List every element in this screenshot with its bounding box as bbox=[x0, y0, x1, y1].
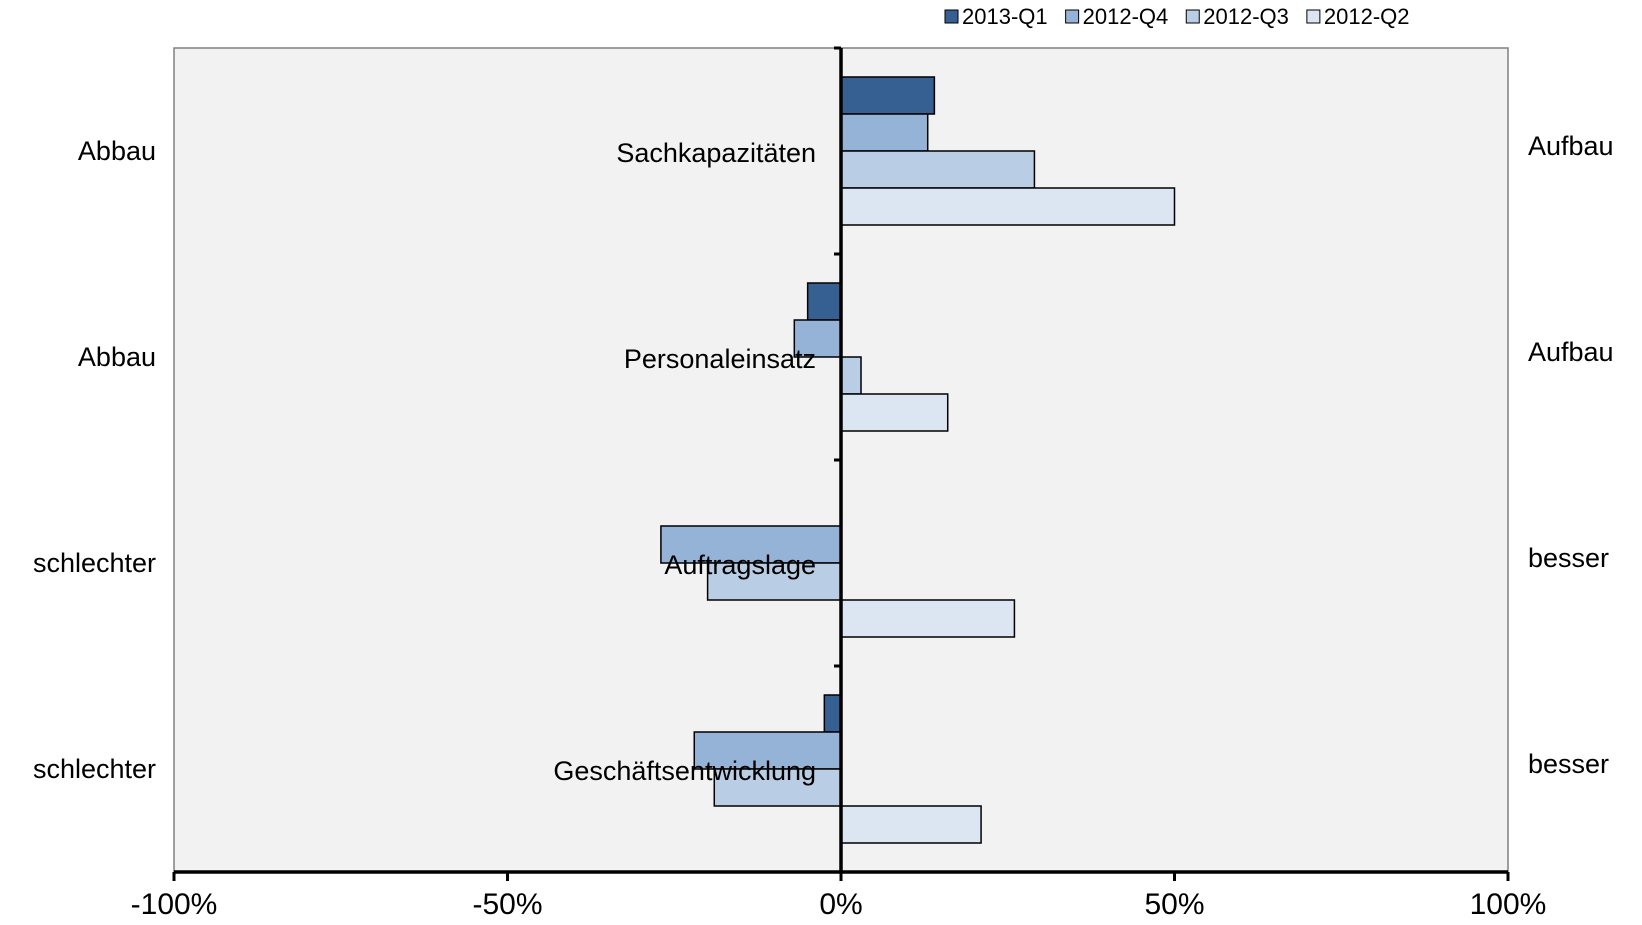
bar bbox=[840, 805, 982, 844]
bar bbox=[840, 393, 949, 432]
bar bbox=[713, 768, 842, 807]
right-label: Aufbau bbox=[1528, 131, 1614, 161]
right-label: Aufbau bbox=[1528, 337, 1614, 367]
category-label: Auftragslage bbox=[664, 550, 816, 580]
x-tick-label: 50% bbox=[1144, 888, 1204, 921]
bar bbox=[806, 282, 842, 321]
bar bbox=[793, 319, 842, 358]
bar bbox=[823, 694, 842, 733]
bar bbox=[840, 599, 1016, 638]
legend-swatch bbox=[1306, 9, 1321, 24]
bar bbox=[840, 356, 862, 395]
right-label: besser bbox=[1528, 543, 1609, 573]
legend-label: 2013-Q1 bbox=[962, 4, 1048, 29]
bar bbox=[840, 113, 929, 152]
x-tick-label: -50% bbox=[472, 888, 542, 921]
left-label: Abbau bbox=[78, 342, 156, 372]
left-label: schlechter bbox=[33, 754, 156, 784]
legend-label: 2012-Q4 bbox=[1083, 4, 1169, 29]
category-label: Sachkapazitäten bbox=[616, 138, 816, 168]
legend-swatch bbox=[1065, 9, 1080, 24]
x-tick-label: 0% bbox=[819, 888, 862, 921]
left-label: Abbau bbox=[78, 136, 156, 166]
left-label: schlechter bbox=[33, 548, 156, 578]
bar bbox=[840, 76, 936, 115]
bar bbox=[840, 150, 1036, 189]
x-tick-label: -100% bbox=[131, 888, 218, 921]
bar bbox=[840, 187, 1176, 226]
legend-label: 2012-Q2 bbox=[1324, 4, 1410, 29]
legend-swatch bbox=[944, 9, 959, 24]
legend-label: 2012-Q3 bbox=[1203, 4, 1289, 29]
x-tick-label: 100% bbox=[1470, 888, 1547, 921]
right-label: besser bbox=[1528, 749, 1609, 779]
category-label: Personaleinsatz bbox=[624, 344, 816, 374]
category-label: Geschäftsentwicklung bbox=[553, 756, 816, 786]
legend-swatch bbox=[1185, 9, 1200, 24]
